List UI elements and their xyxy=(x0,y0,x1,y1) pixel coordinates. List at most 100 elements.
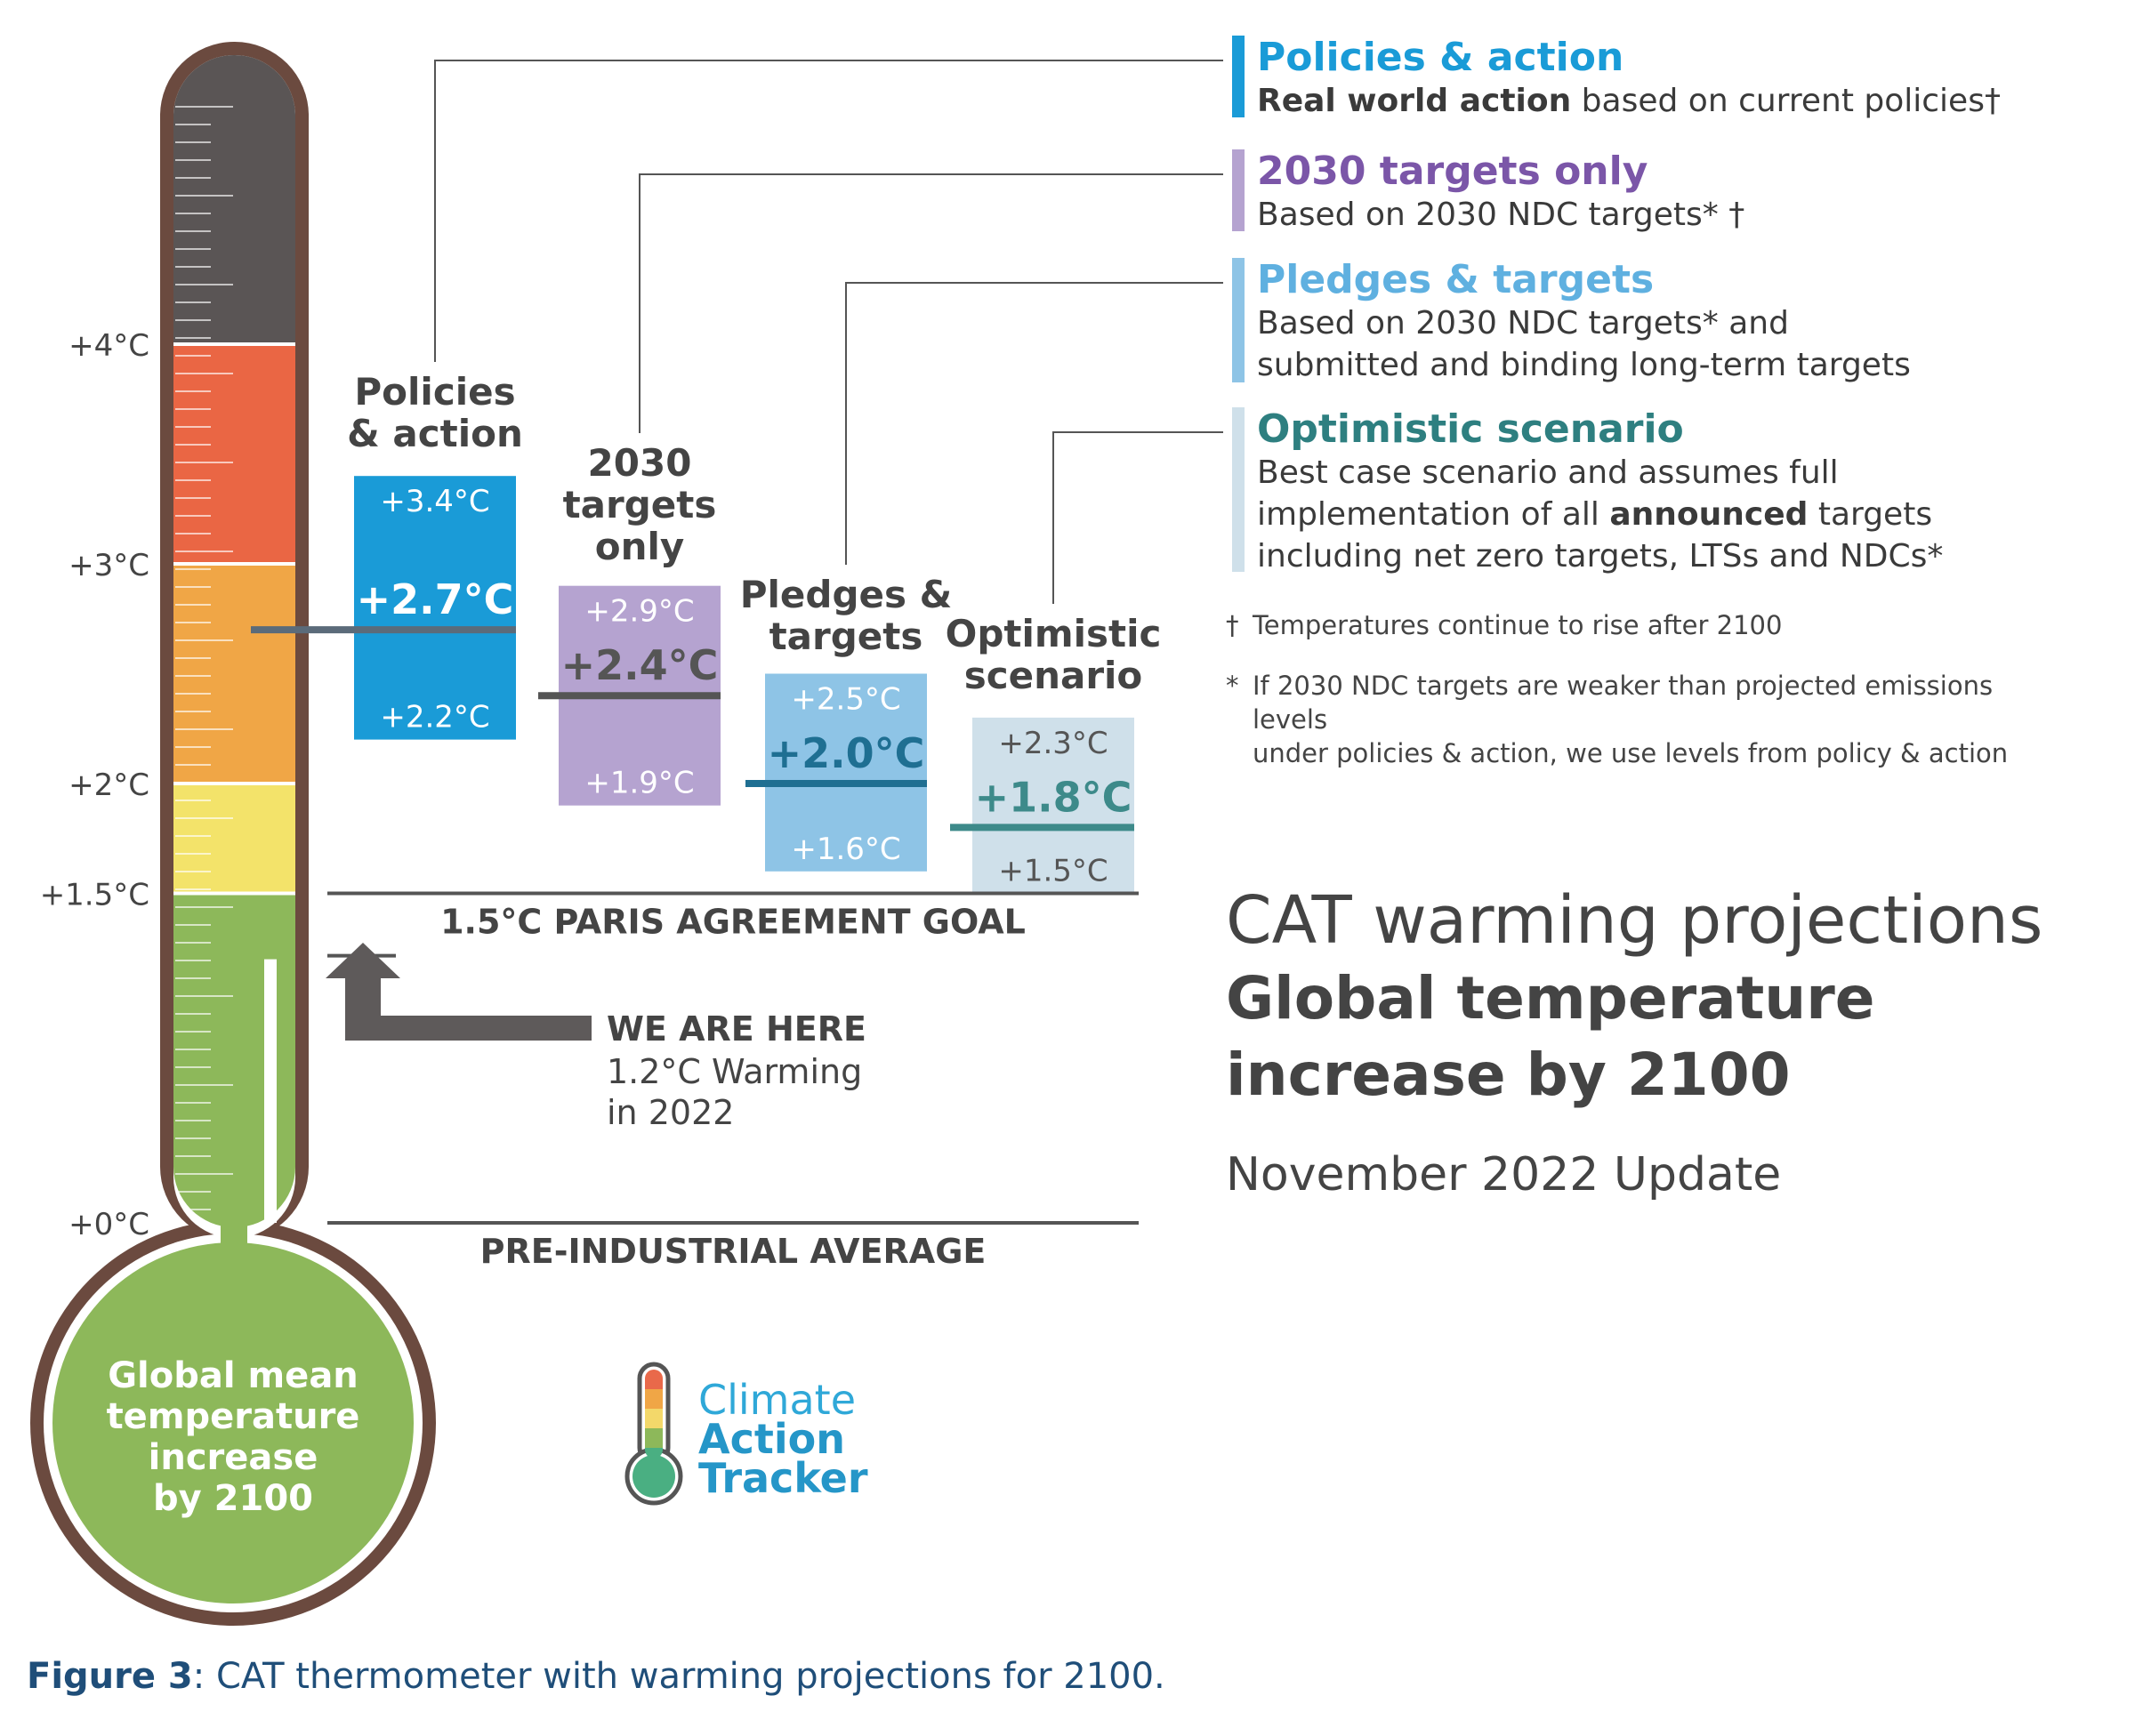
legend-title: 2030 targets only xyxy=(1257,149,1648,194)
scenario-name-line: & action xyxy=(347,412,523,455)
logo-line-2: Action xyxy=(698,1415,845,1463)
legend-description-line: including net zero targets, LTSs and NDC… xyxy=(1257,538,1944,575)
chart-title: CAT warming projections xyxy=(1226,882,2043,959)
legend-description-line: Real world action based on current polic… xyxy=(1257,83,2001,119)
connector-line-0 xyxy=(434,60,1223,362)
legend-connector-lines xyxy=(434,60,1223,604)
connector-line-1 xyxy=(639,173,1223,433)
y-tick-label-1: +3°C xyxy=(68,548,149,583)
logo-band xyxy=(645,1409,663,1428)
we-are-here-detail-0: 1.2°C Warming xyxy=(607,1052,862,1091)
we-are-here-detail-1: in 2022 xyxy=(607,1093,734,1132)
thermometer-band-4 xyxy=(173,895,295,1227)
scenario-name-line: Optimistic xyxy=(946,612,1162,655)
bulb-label-line-1: temperature xyxy=(107,1396,360,1437)
legend-description: Real world action based on current polic… xyxy=(1257,80,2058,122)
thermometer-bulb xyxy=(52,1242,414,1603)
scenario-name-line: only xyxy=(595,525,685,568)
reference-lines: 1.5°C PARIS AGREEMENT GOAL PRE-INDUSTRIAL… xyxy=(327,891,1139,1271)
bulb-label-line-0: Global mean xyxy=(108,1355,359,1396)
scenario-median-label: +1.8°C xyxy=(975,773,1132,821)
scenario-2: +2.5°C +2.0°C +1.6°C Pledges &targets xyxy=(740,573,953,872)
legend-description: Best case scenario and assumes full imple… xyxy=(1257,452,2058,577)
scenario-range-bar xyxy=(972,717,1134,894)
star-note-line1: If 2030 NDC targets are weaker than proj… xyxy=(1253,671,1994,735)
star-symbol: * xyxy=(1226,671,1239,701)
scenario-high-label: +2.3°C xyxy=(998,726,1108,761)
scenario-0: +3.4°C +2.7°C +2.2°C Policies& action xyxy=(251,370,523,740)
dagger-symbol: † xyxy=(1226,610,1239,640)
thermometer-band-2 xyxy=(173,566,295,782)
logo-line-1: Climate xyxy=(698,1376,856,1424)
scenario-low-label: +1.5°C xyxy=(998,854,1108,889)
y-tick-label-0: +4°C xyxy=(68,328,149,364)
legend-description-line: Based on 2030 NDC targets* and xyxy=(1257,305,1789,342)
legend-description: Based on 2030 NDC targets* and submitted … xyxy=(1257,302,2058,386)
legend-color-bar xyxy=(1232,149,1245,231)
logo-bands xyxy=(645,1370,663,1459)
scenario-range-bar xyxy=(354,476,516,740)
scenario-high-label: +2.5°C xyxy=(791,682,900,718)
logo-band xyxy=(645,1389,663,1409)
legend-title: Pledges & targets xyxy=(1257,257,1655,302)
thermometer-band-1 xyxy=(173,346,295,562)
scenario-name-line: Pledges & xyxy=(740,573,953,616)
thermometer-band-0 xyxy=(173,55,295,342)
scenario-name-line: targets xyxy=(769,615,923,658)
logo-bulb xyxy=(632,1455,675,1498)
we-are-here-arrow xyxy=(326,943,592,1041)
scenario-range-bar xyxy=(765,673,927,872)
legend-title: Optimistic scenario xyxy=(1257,406,1684,452)
bulb-label-line-3: by 2100 xyxy=(153,1478,313,1519)
scenario-bars: +3.4°C +2.7°C +2.2°C Policies& action +2.9°C… xyxy=(251,370,1161,894)
y-tick-label-2: +2°C xyxy=(68,768,149,803)
current-warming-fill xyxy=(264,959,277,1223)
legend-color-bar xyxy=(1232,258,1245,382)
scenario-high-label: +2.9°C xyxy=(584,594,694,630)
scenario-low-label: +1.9°C xyxy=(584,766,694,801)
dagger-note-text: Temperatures continue to rise after 2100 xyxy=(1253,610,1783,640)
legend-color-bar xyxy=(1232,407,1245,572)
scenario-name-line: targets xyxy=(563,483,717,526)
reference-label-0: 1.5°C PARIS AGREEMENT GOAL xyxy=(440,903,1026,942)
scenario-high-label: +3.4°C xyxy=(380,484,489,519)
scenario-median-label: +2.0°C xyxy=(768,729,925,777)
legend-description-line: implementation of all announced targets xyxy=(1257,496,1933,533)
legend-description: Based on 2030 NDC targets* † xyxy=(1257,194,2058,236)
bulb-label-line-2: increase xyxy=(149,1437,318,1478)
figure-number: Figure 3 xyxy=(27,1656,193,1697)
chart-subtitle: Global temperature increase by 2100 xyxy=(1226,964,1875,1109)
scenario-name-line: scenario xyxy=(964,654,1143,697)
logo-band xyxy=(645,1370,663,1389)
we-are-here-label: WE ARE HERE xyxy=(607,1009,866,1049)
legend-description-line: submitted and binding long-term targets xyxy=(1257,347,1911,383)
legend-color-bar xyxy=(1232,36,1245,117)
legend-description-line: Best case scenario and assumes full xyxy=(1257,454,1839,491)
connector-line-3 xyxy=(1052,431,1223,604)
chart-heading: CAT warming projections Global temperatu… xyxy=(1226,880,2115,1206)
scenario-median-label: +2.7°C xyxy=(357,575,514,623)
scenario-low-label: +2.2°C xyxy=(380,700,489,735)
thermometer-bands xyxy=(173,55,295,1227)
y-tick-label-4: +0°C xyxy=(68,1207,149,1242)
legend-title: Policies & action xyxy=(1257,35,1624,80)
temperature-axis: +4°C +3°C +2°C +1.5°C +0°C xyxy=(40,328,149,1242)
y-tick-label-3: +1.5°C xyxy=(40,878,149,913)
scenario-name-line: 2030 xyxy=(588,441,692,485)
scenario-name-line: Policies xyxy=(354,370,515,414)
update-date: November 2022 Update xyxy=(1226,1148,1782,1202)
figure-caption: Figure 3: CAT thermometer with warming p… xyxy=(27,1656,1165,1697)
figure-caption-text: : CAT thermometer with warming projectio… xyxy=(192,1656,1165,1697)
logo-line-3: Tracker xyxy=(698,1454,868,1502)
scenario-median-label: +2.4°C xyxy=(561,641,719,689)
legend-description-line: Based on 2030 NDC targets* † xyxy=(1257,197,1745,233)
thermometer-band-3 xyxy=(173,785,295,892)
reference-label-1: PRE-INDUSTRIAL AVERAGE xyxy=(480,1232,987,1271)
logo-band xyxy=(645,1428,663,1448)
